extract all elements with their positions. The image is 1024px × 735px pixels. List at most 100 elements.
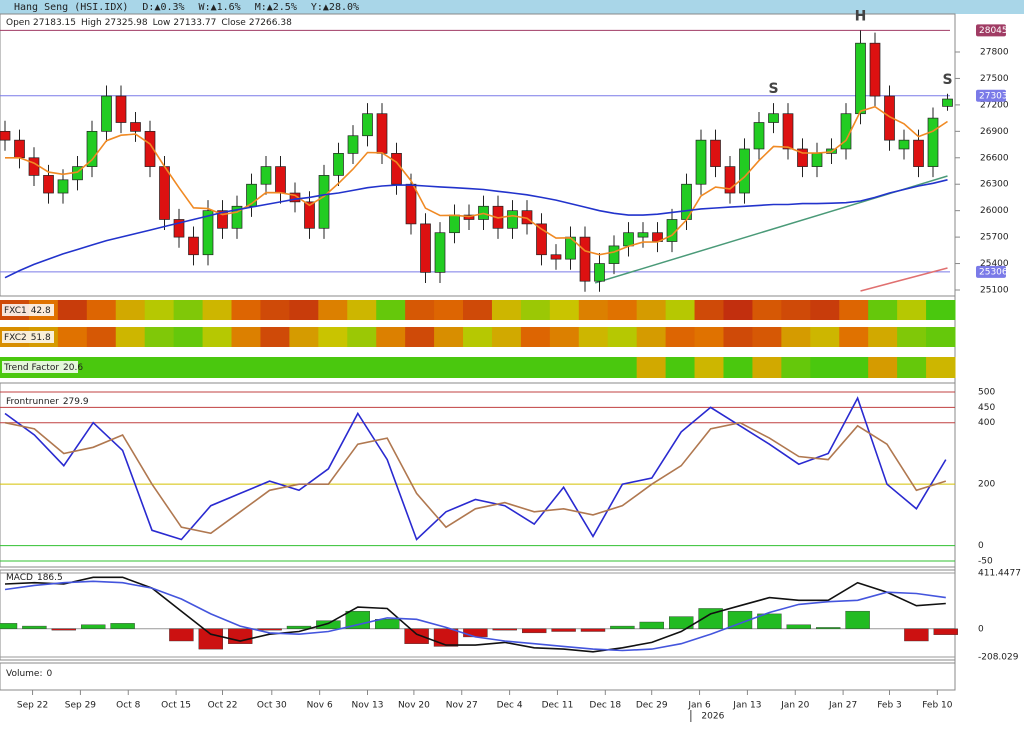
candle-body: [333, 153, 344, 176]
y-tick-label: 500: [978, 388, 995, 398]
heat-cell: [839, 300, 869, 320]
heat-cell: [463, 300, 493, 320]
x-tick-label: Nov 20: [398, 701, 430, 711]
histogram-bar: [845, 610, 870, 629]
heat-cell: [289, 357, 319, 378]
heat-cell: [926, 357, 956, 378]
info-value: 27133.77: [173, 18, 216, 28]
macd-panel: [0, 569, 956, 661]
candle-body: [202, 210, 214, 256]
y-tick-label: 200: [978, 480, 995, 490]
candle-body: [637, 232, 649, 238]
heat-cell: [463, 327, 493, 347]
heat-cell: [115, 357, 146, 378]
heat-cell: [520, 300, 551, 320]
heat-cell: [810, 300, 840, 320]
pattern-label: S: [768, 81, 778, 97]
change-label: D:: [142, 2, 154, 13]
heat-cell: [376, 300, 406, 320]
volume-panel: [0, 662, 956, 691]
x-tick-label: Jan 6: [687, 701, 711, 711]
candle-body: [57, 179, 69, 194]
info-value: 27266.38: [249, 18, 292, 28]
y-tick-label: -208.029: [978, 653, 1019, 663]
candle-body: [246, 183, 257, 207]
histogram-bar: [110, 623, 135, 629]
x-tick-label: Oct 30: [257, 701, 287, 711]
histogram-bar: [316, 620, 341, 629]
histogram-bar: [492, 628, 517, 631]
candle-body: [347, 135, 359, 154]
candle-body: [739, 148, 750, 194]
y-tick-label: 0: [978, 624, 984, 634]
heat-cell: [578, 300, 609, 320]
candle-body: [884, 95, 895, 141]
change-label: W:: [199, 2, 211, 13]
histogram-bar: [433, 628, 459, 647]
y-tick-label: 25400: [980, 259, 1009, 269]
heat-cell: [868, 327, 898, 347]
year-label: 2026: [701, 712, 724, 722]
title-text: Hang Seng (HSI.IDX) D:▲0.3% W:▲1.6% M:▲2.5%…: [14, 2, 359, 13]
candle-body: [449, 214, 460, 234]
candle-body: [14, 139, 25, 159]
heat-cell: [231, 327, 261, 347]
heat-cell: [434, 357, 464, 378]
indicator-line: [4, 396, 947, 541]
candle-body: [43, 175, 54, 194]
candle-body: [434, 232, 446, 273]
x-tick-label: Dec 18: [589, 701, 621, 711]
heat-cell: [665, 300, 696, 320]
heat-cell: [810, 357, 840, 378]
candle-body: [550, 254, 562, 260]
heat-cell: [115, 300, 146, 320]
heat-cell: [405, 327, 435, 347]
y-tick-label: 26000: [980, 206, 1009, 216]
candle-body: [869, 42, 881, 97]
x-tick-label: Nov 13: [352, 701, 384, 711]
panel-title: MACD: [6, 573, 33, 583]
candle-body: [0, 130, 11, 141]
histogram-bar: [522, 628, 547, 634]
candle-body: [101, 95, 112, 132]
strip-label-bg: [2, 361, 78, 373]
panel-title: Frontrunner: [6, 397, 59, 407]
y-tick-label: 27500: [980, 74, 1009, 84]
histogram-bar: [551, 628, 576, 632]
heat-cell: [607, 300, 638, 320]
heat-cell: [405, 357, 435, 378]
y-tick-label: 26300: [980, 180, 1009, 190]
heat-cell: [549, 300, 580, 320]
level-label: 27303: [979, 91, 1008, 101]
heat-cell: [694, 327, 724, 347]
candle-body: [391, 153, 402, 185]
heat-cell: [347, 327, 377, 347]
histogram-bar: [463, 628, 488, 638]
trend-line: [860, 267, 948, 292]
heat-cell: [752, 327, 782, 347]
heat-cell: [926, 300, 956, 320]
volume-title: Volume:: [6, 669, 43, 679]
heat-cell: [260, 327, 290, 347]
y-tick-label: 0: [978, 541, 984, 551]
info-label: High: [81, 18, 102, 28]
histogram-bar: [786, 624, 811, 629]
y-tick-label: 25700: [980, 233, 1009, 243]
histogram-bar: [610, 625, 635, 629]
x-tick-label: Feb 10: [922, 701, 953, 711]
heat-cell: [318, 300, 348, 320]
heat-cell: [376, 327, 406, 347]
title-bar: [0, 0, 1024, 14]
y-tick-label: 27800: [980, 48, 1009, 58]
histogram-bar: [22, 625, 47, 629]
price-panel: [0, 13, 956, 297]
candle-body: [942, 98, 953, 107]
histogram-bar: [0, 623, 18, 629]
heat-cell: [781, 300, 811, 320]
info-value: 27183.15: [33, 18, 76, 28]
x-tick-label: Oct 22: [208, 701, 238, 711]
histogram-bar: [257, 628, 282, 631]
heat-cell: [463, 357, 493, 378]
strip-title: FXC1: [4, 306, 27, 316]
candle-body: [28, 157, 40, 176]
